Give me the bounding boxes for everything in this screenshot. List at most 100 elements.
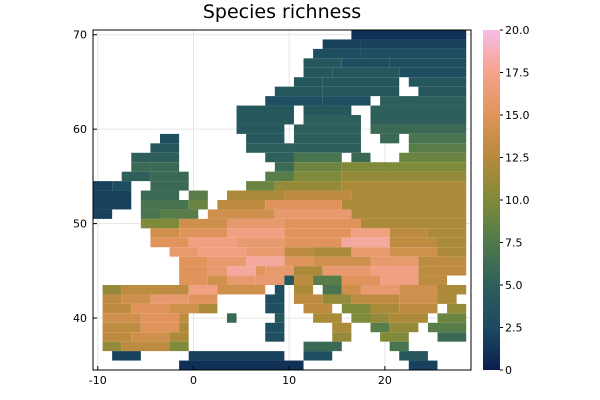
heatmap-cell [179,322,189,333]
colorbar-tick-label: 0 [505,364,512,377]
heatmap-cell [313,275,342,285]
heatmap-cell [274,209,352,219]
heatmap-cell [284,190,352,200]
heatmap-cell [293,143,361,153]
heatmap-cell [169,247,199,257]
heatmap-cell [351,313,371,323]
heatmap-cell [274,285,285,295]
heatmap-cell [246,143,294,153]
heatmap-cell [389,322,419,333]
heatmap-cell [303,105,352,115]
heatmap-cell [418,275,448,285]
heatmap-cell [150,162,180,172]
heatmap-cell [140,200,189,210]
heatmap-cell [370,115,467,125]
colorbar-tick-label: 15.0 [505,109,530,122]
heatmap-cell [437,237,467,248]
heatmap-cell [246,256,285,267]
heatmap-cell [284,218,361,229]
heatmap-cell [437,313,467,323]
heatmap-cell [341,181,467,191]
heatmap-cell [351,209,467,219]
heatmap-cell [188,285,218,295]
heatmap-cell [284,237,342,248]
heatmap-cell [179,228,227,238]
heatmap-cell [150,181,189,191]
heatmap-cell [102,322,141,333]
heatmap-cell [380,275,419,285]
heatmap-cell [408,133,467,144]
heatmap-cell [265,322,285,333]
heatmap-cell [102,303,132,314]
heatmap-cell [217,285,237,295]
heatmap-cell [418,266,467,276]
heatmap-cell [131,162,151,172]
heatmap-cell [437,332,467,342]
heatmap-cell [389,228,428,238]
x-tick-label: 0 [190,374,197,387]
heatmap-cell [360,218,467,229]
y-tick-label: 40 [73,312,87,325]
heatmap-cell [332,332,352,342]
heatmap-cell [389,247,438,257]
heatmap-cell [284,228,352,238]
heatmap-cell [207,209,275,219]
heatmap-cell [427,322,467,333]
heatmap-cell [236,285,266,295]
heatmap-cell [274,313,285,323]
heatmap-cell [389,341,409,352]
heatmap-cell [265,152,294,163]
heatmap-cell [313,48,361,59]
heatmap-cell [226,275,256,285]
heatmap-cell [418,86,467,97]
heatmap-cell [226,266,256,276]
heatmap-cell [246,181,275,191]
heatmap-cell [408,143,467,153]
heatmap-cell [303,351,333,361]
heatmap-cell [351,294,400,304]
chart-title: Species richness [203,1,361,23]
heatmap-cell [198,303,218,314]
heatmap-cell [188,237,237,248]
colorbar-tick-label: 2.5 [505,322,523,335]
heatmap-cell [188,190,208,200]
heatmap-cell [399,285,438,295]
heatmap-cell [370,256,419,267]
y-tick-label: 70 [73,29,87,42]
heatmap-cell [274,162,294,172]
heatmap-cell [389,313,428,323]
heatmap-cell [274,86,323,97]
heatmap-cell [380,133,400,144]
heatmap-cell [179,275,208,285]
heatmap-cell [303,115,361,125]
y-axis-ticks: 40 50 60 70 [73,29,97,325]
heatmap-cell [188,351,285,361]
heatmap-cell [389,237,438,248]
colorbar-tick-label: 17.5 [505,67,530,80]
heatmap-cell [265,332,285,342]
plot-frame [92,29,472,371]
heatmap-cell [226,228,285,238]
heatmap-cell [399,351,428,361]
heatmap-cells [93,30,467,370]
heatmap-cell [351,190,467,200]
heatmap-cell [293,171,342,182]
heatmap-cell [322,266,371,276]
heatmap-cell [408,77,467,87]
heatmap-cell [265,266,294,276]
heatmap-cell [169,332,189,342]
colorbar [483,30,500,370]
heatmap-cell [447,303,467,314]
heatmap-cell [169,303,199,314]
heatmap-cell [303,67,333,78]
heatmap-cell [121,285,151,295]
heatmap-cell [255,266,266,276]
heatmap-cell [437,247,467,257]
heatmap-cell [150,171,189,182]
heatmap-cell [322,86,400,97]
heatmap-cell [131,152,160,163]
heatmap-cell [140,218,180,229]
heatmap-cell [236,105,294,115]
heatmap-cell [265,303,285,314]
